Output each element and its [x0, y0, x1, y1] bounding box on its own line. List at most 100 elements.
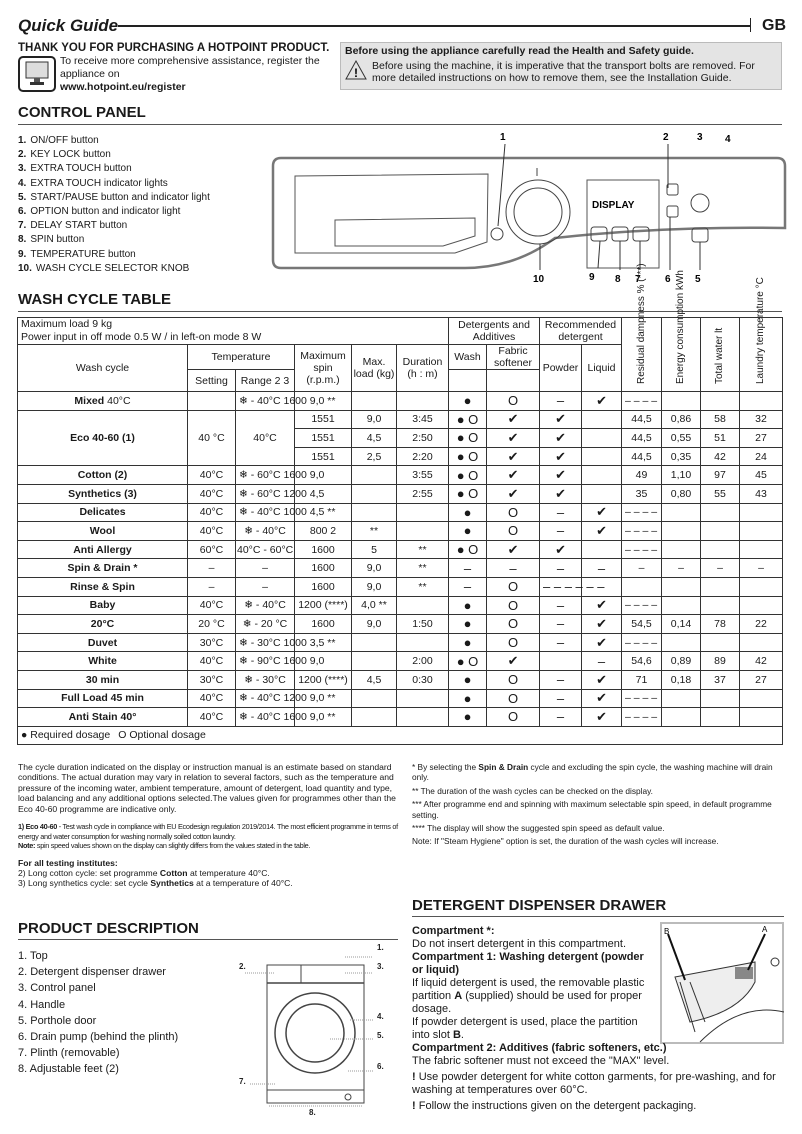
table-cell: 40°C [187, 483, 236, 504]
table-cell: 1,10 [661, 465, 702, 485]
table-cell: 40°C [187, 502, 236, 523]
table-cell [700, 502, 741, 523]
table-cell: – – – – [621, 632, 663, 653]
product-description-title: PRODUCT DESCRIPTION [18, 920, 199, 937]
table-cell: – [739, 558, 784, 578]
table-cell: ✔ [486, 428, 541, 448]
table-cell: ● [448, 595, 488, 616]
table-cell [351, 688, 397, 709]
cycle-name: Anti Allergy [17, 539, 188, 560]
table-cell: ❄ - 60°C 1600 9,0 [235, 465, 324, 485]
table-cell: 1600 [294, 576, 352, 597]
table-cell: ✔ [486, 483, 541, 504]
header-range: Range 2 3 [235, 369, 295, 392]
table-cell: 0,86 [661, 409, 702, 430]
table-cell: – – – – [621, 595, 663, 616]
svg-text:A: A [762, 925, 768, 934]
list-item: 2. Detergent dispenser drawer [18, 966, 166, 979]
table-cell: 0,89 [661, 651, 702, 671]
table-cell: O [486, 707, 541, 727]
table-cell [700, 391, 741, 411]
table-cell: 97 [700, 465, 741, 485]
table-cell: – [581, 558, 623, 578]
table-cell [581, 428, 623, 448]
exclamation-icon: ! [412, 1100, 419, 1112]
eco-note: 1) Eco 40-60 - Test wash cycle in compli… [18, 822, 398, 851]
table-cell: 49 [621, 465, 663, 485]
register-link[interactable]: www.hotpoint.eu/register [60, 81, 186, 93]
table-row: Delicates 40°C ❄ - 40°C 1000 4,5 ** ● O – ✔ – –… [17, 502, 784, 523]
table-row: Eco 40-60 (1) 40 °C 40°C 1551 9,0 3:45 ● O ✔ ✔ 44… [17, 409, 784, 467]
table-cell: ✔ [539, 483, 583, 504]
table-cell: 0,14 [661, 614, 702, 634]
table-cell [739, 539, 784, 560]
list-item: 4. EXTRA TOUCH indicator lights [18, 177, 168, 189]
svg-text:2: 2 [663, 132, 669, 143]
table-cell: ✔ [486, 409, 541, 430]
safety-heading: Before using the appliance carefully rea… [345, 45, 694, 57]
list-item: 4. Handle [18, 998, 66, 1011]
table-cell: ** [395, 576, 450, 597]
table-cell: ❄ - 40°C 1200 9,0 ** [235, 688, 335, 709]
table-cell: ● [448, 632, 488, 653]
table-row: 30 min 30°C ❄ - 30°C 1200 (****) 4,5 0:30 ● O – ✔… [17, 669, 784, 690]
table-cell [581, 409, 623, 430]
table-cell [351, 632, 397, 653]
table-cell: ● [448, 502, 488, 523]
dosage-legend: ● Required dosage O Optional dosage [16, 725, 784, 746]
table-cell [739, 391, 784, 411]
table-cell: 1200 (****) [294, 595, 352, 616]
table-cell [739, 502, 784, 523]
cycle-name: Anti Stain 40° [17, 707, 188, 727]
safety-text: Before using the machine, it is imperati… [372, 60, 755, 84]
institute-note-3: 3) Long synthetics cycle: set cycle Synt… [18, 878, 293, 889]
cycle-name: Cotton (2) [17, 465, 188, 485]
svg-text:!: ! [354, 66, 358, 80]
table-cell: 1551 [294, 409, 352, 430]
detergent-drawer-text: Compartment *: Do not insert detergent i… [412, 925, 784, 1113]
svg-text:5: 5 [695, 274, 701, 285]
table-cell: ✔ [486, 539, 541, 560]
table-cell: ● [448, 669, 488, 690]
detergent-drawer-title: DETERGENT DISPENSER DRAWER [412, 897, 667, 914]
table-cell: 9,0 [351, 576, 397, 597]
table-cell: ● O [448, 651, 488, 671]
table-cell [661, 576, 702, 597]
table-cell: 40°C [187, 707, 236, 727]
table-cell [661, 688, 702, 709]
svg-text:4: 4 [725, 134, 731, 145]
table-cell: ✔ [539, 428, 583, 448]
duration-note: The cycle duration indicated on the disp… [18, 762, 396, 814]
svg-text:8: 8 [615, 274, 621, 285]
table-cell: 22 [739, 614, 784, 634]
table-cell: 5 [351, 539, 397, 560]
register-text: To receive more comprehensive assistance… [60, 55, 320, 80]
table-cell: ✔ [581, 521, 623, 541]
table-cell: 44,5 [621, 428, 663, 448]
table-cell: 30°C [187, 632, 236, 653]
footnote-5: Note: If "Steam Hygiene" option is set, … [412, 836, 719, 847]
register-info: To receive more comprehensive assistance… [60, 55, 330, 94]
svg-text:1.: 1. [377, 943, 384, 952]
table-cell [581, 446, 623, 467]
table-cell: 9,0 [351, 558, 397, 578]
table-cell [700, 632, 741, 653]
table-cell: ❄ - 40°C 1600 9,0 ** [235, 391, 335, 411]
table-cell: 3:45 [395, 409, 450, 430]
table-cell [581, 465, 623, 485]
legend-row: ● Required dosage O Optional dosage [16, 725, 784, 746]
header-powder: Powder [539, 344, 583, 392]
table-cell: ✔ [539, 409, 583, 430]
table-cell: 54,5 [621, 614, 663, 634]
table-cell: 800 2 [294, 521, 352, 541]
table-row: Anti Allergy 60°C 40°C - 60°C 1600 5 ** ● O ✔ ✔ –… [17, 539, 784, 560]
table-cell: 1200 (****) [294, 669, 352, 690]
table-cell: 40°C [187, 651, 236, 671]
list-item: 10. WASH CYCLE SELECTOR KNOB [18, 262, 190, 274]
table-cell: 3:55 [395, 465, 450, 485]
table-cell: 1551 [294, 446, 352, 467]
legend-optional: O Optional dosage [118, 729, 206, 742]
thanks-heading: THANK YOU FOR PURCHASING A HOTPOINT PROD… [18, 42, 330, 54]
table-info: Maximum load 9 kg Power input in off mode… [16, 317, 450, 345]
header-energy: Energy consumption kWh [661, 270, 702, 392]
